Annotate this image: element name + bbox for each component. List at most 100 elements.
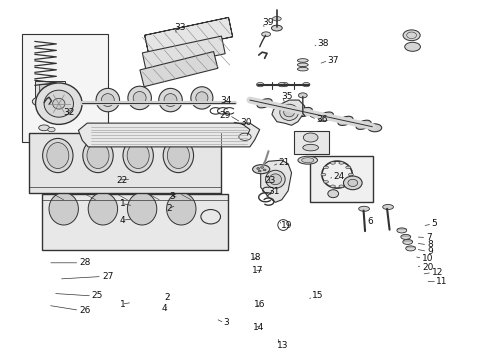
Ellipse shape xyxy=(348,179,358,186)
Ellipse shape xyxy=(298,93,307,98)
Ellipse shape xyxy=(330,162,335,164)
Bar xyxy=(294,131,329,154)
Text: 39: 39 xyxy=(262,18,273,27)
Ellipse shape xyxy=(330,185,335,188)
Text: 27: 27 xyxy=(102,272,113,281)
Bar xyxy=(145,17,233,55)
Ellipse shape xyxy=(297,67,308,71)
Bar xyxy=(310,156,373,202)
Text: 36: 36 xyxy=(316,115,327,124)
Bar xyxy=(22,34,108,142)
Ellipse shape xyxy=(272,17,281,21)
Text: 28: 28 xyxy=(79,258,91,267)
Ellipse shape xyxy=(167,193,196,225)
Ellipse shape xyxy=(164,94,177,107)
Ellipse shape xyxy=(297,59,308,62)
Text: 15: 15 xyxy=(312,291,323,300)
Ellipse shape xyxy=(348,174,353,176)
Text: 13: 13 xyxy=(277,341,288,350)
Text: 3: 3 xyxy=(223,319,229,328)
Ellipse shape xyxy=(270,174,282,185)
Bar xyxy=(145,17,233,55)
Polygon shape xyxy=(78,123,260,147)
Ellipse shape xyxy=(297,107,312,117)
Bar xyxy=(142,36,225,71)
Text: 25: 25 xyxy=(92,291,103,300)
Bar xyxy=(145,17,233,55)
Text: 38: 38 xyxy=(318,40,329,49)
Text: 2: 2 xyxy=(164,292,170,302)
Text: 4: 4 xyxy=(120,216,125,225)
Ellipse shape xyxy=(401,234,411,239)
Bar xyxy=(145,17,233,55)
Ellipse shape xyxy=(303,82,310,87)
Text: 29: 29 xyxy=(220,111,231,120)
Polygon shape xyxy=(272,100,305,125)
Text: 31: 31 xyxy=(269,187,280,196)
Ellipse shape xyxy=(196,92,208,104)
Bar xyxy=(145,17,233,55)
Text: 35: 35 xyxy=(282,92,293,101)
Ellipse shape xyxy=(323,180,328,183)
Text: 1: 1 xyxy=(120,199,126,208)
Ellipse shape xyxy=(339,162,344,164)
Ellipse shape xyxy=(49,193,78,225)
Ellipse shape xyxy=(191,87,213,109)
Text: 32: 32 xyxy=(64,108,75,117)
Text: 7: 7 xyxy=(426,233,432,242)
Ellipse shape xyxy=(253,165,270,174)
Bar xyxy=(42,194,228,250)
Text: 2: 2 xyxy=(167,204,172,213)
Ellipse shape xyxy=(383,204,393,210)
Ellipse shape xyxy=(339,185,344,188)
Ellipse shape xyxy=(83,139,113,173)
Ellipse shape xyxy=(128,86,151,110)
Text: 17: 17 xyxy=(252,266,264,275)
Ellipse shape xyxy=(257,168,260,170)
Ellipse shape xyxy=(88,193,118,225)
Text: 3: 3 xyxy=(169,192,175,201)
Polygon shape xyxy=(261,160,292,202)
Text: 6: 6 xyxy=(368,217,373,226)
Ellipse shape xyxy=(303,144,318,151)
Bar xyxy=(39,84,59,94)
Ellipse shape xyxy=(356,120,371,129)
Ellipse shape xyxy=(167,143,189,168)
Ellipse shape xyxy=(47,143,69,168)
Ellipse shape xyxy=(302,158,314,163)
Ellipse shape xyxy=(321,174,326,176)
Text: 4: 4 xyxy=(162,304,167,313)
Ellipse shape xyxy=(87,143,109,168)
Text: 5: 5 xyxy=(431,220,437,229)
Text: 1: 1 xyxy=(120,300,126,309)
Text: 26: 26 xyxy=(79,306,91,315)
Bar xyxy=(145,17,233,55)
Text: 9: 9 xyxy=(427,247,433,256)
Ellipse shape xyxy=(328,190,339,198)
Ellipse shape xyxy=(96,89,120,112)
Ellipse shape xyxy=(257,82,264,87)
Ellipse shape xyxy=(39,125,49,131)
Ellipse shape xyxy=(127,193,157,225)
Bar xyxy=(140,51,218,87)
Ellipse shape xyxy=(406,246,416,251)
Ellipse shape xyxy=(368,124,382,132)
Text: 19: 19 xyxy=(281,221,292,230)
Text: 33: 33 xyxy=(174,23,185,32)
Bar xyxy=(35,81,65,97)
Ellipse shape xyxy=(281,82,289,87)
Ellipse shape xyxy=(346,166,351,169)
Ellipse shape xyxy=(403,239,413,244)
Ellipse shape xyxy=(346,180,351,183)
Ellipse shape xyxy=(36,83,82,125)
Ellipse shape xyxy=(405,42,420,51)
Ellipse shape xyxy=(123,139,153,173)
Ellipse shape xyxy=(159,89,182,112)
Bar xyxy=(145,17,233,55)
Ellipse shape xyxy=(44,90,74,117)
Ellipse shape xyxy=(43,139,73,173)
Ellipse shape xyxy=(323,166,328,169)
Ellipse shape xyxy=(263,169,266,171)
Text: 34: 34 xyxy=(220,96,232,105)
Ellipse shape xyxy=(101,94,114,107)
